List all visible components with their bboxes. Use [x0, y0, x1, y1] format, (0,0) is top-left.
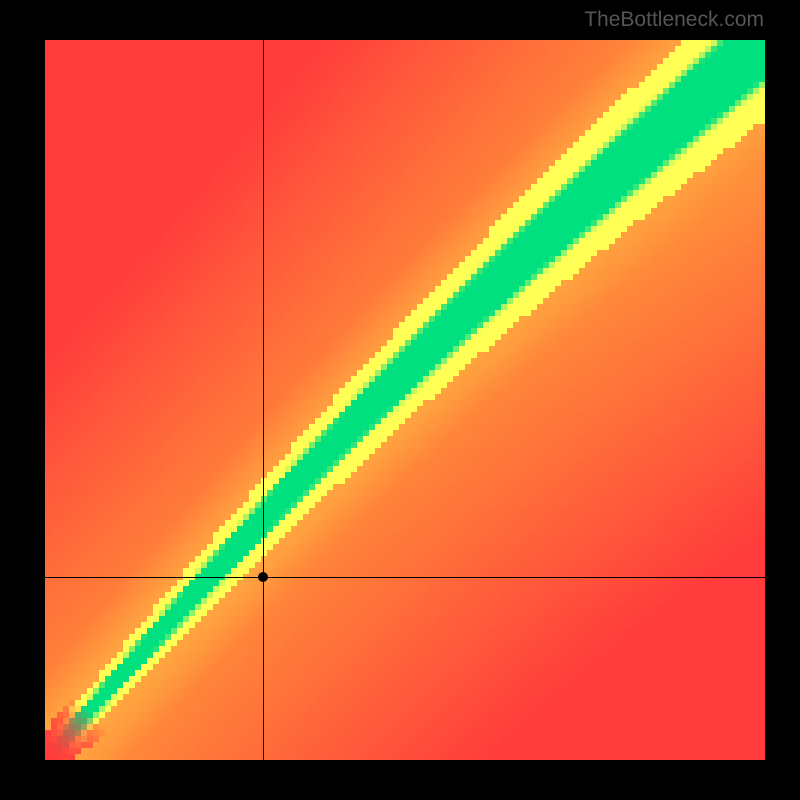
- crosshair-marker-dot: [258, 572, 268, 582]
- heatmap-canvas: [45, 40, 765, 760]
- chart-container: TheBottleneck.com: [0, 0, 800, 800]
- watermark-text: TheBottleneck.com: [584, 8, 764, 32]
- plot-area: [45, 40, 765, 760]
- crosshair-horizontal: [45, 577, 765, 578]
- crosshair-vertical: [263, 40, 264, 760]
